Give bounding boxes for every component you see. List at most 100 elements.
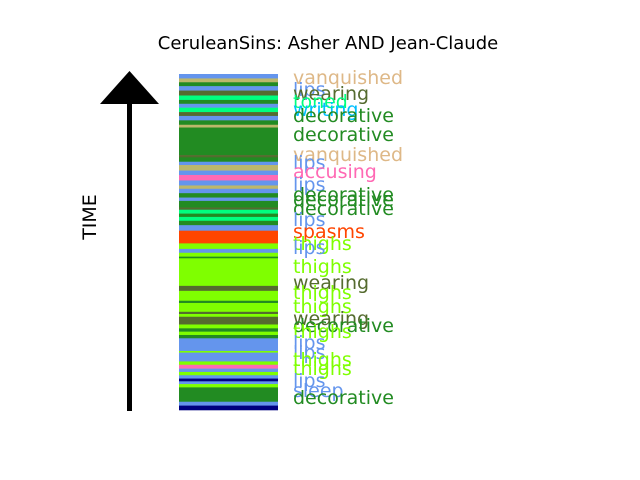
timeline-segment [179, 364, 278, 369]
timeline-segment [179, 225, 278, 231]
timeline-segment [179, 290, 278, 302]
timeline-segment [179, 300, 278, 304]
timeline-segment [179, 378, 278, 382]
timeline-label: decorative [293, 105, 394, 127]
timeline-label: wearing [293, 83, 369, 105]
timeline-label: thighs [293, 233, 352, 255]
timeline-label: sleep [293, 380, 344, 402]
timeline-segment [179, 311, 278, 315]
timeline-segment [179, 170, 278, 176]
timeline-label: vanquished [293, 67, 403, 89]
timeline-label: toned [293, 91, 348, 113]
timeline-segment [179, 99, 278, 105]
timeline-label: wearing [293, 272, 369, 294]
timeline-segment [179, 112, 278, 117]
timeline-segment [179, 161, 278, 166]
timeline-segment [179, 352, 278, 362]
time-arrow-head [100, 71, 159, 104]
timeline-label: thighs [293, 296, 352, 318]
timeline-label: decorative [293, 189, 394, 211]
chart-title: CeruleanSins: Asher AND Jean-Claude [158, 33, 498, 54]
timeline-label: decorative [293, 387, 394, 409]
timeline-segment [179, 302, 278, 313]
timeline-segment [179, 157, 278, 163]
timeline-segment [179, 188, 278, 194]
timeline-segment [179, 285, 278, 292]
timeline-label: accusing [293, 161, 377, 183]
timeline-label: lips [293, 237, 326, 259]
time-axis-label: TIME [79, 194, 101, 241]
timeline-segment [179, 165, 278, 171]
timeline-label: lips [293, 152, 326, 174]
timeline-segment [179, 90, 278, 96]
timeline-segment [179, 95, 278, 101]
timeline-label: vanquished [293, 144, 403, 166]
timeline-segment [179, 331, 278, 336]
timeline-segment [179, 334, 278, 339]
timeline-segment [179, 371, 278, 376]
timeline-segment [179, 197, 278, 202]
timeline-segment [179, 248, 278, 254]
timeline-segment [179, 200, 278, 208]
timeline-label: wearing [293, 308, 369, 330]
timeline-segment [179, 314, 278, 318]
timeline-segment [179, 405, 278, 411]
timeline-segment [179, 316, 278, 325]
timeline-segment [179, 220, 278, 226]
timeline-segment [179, 127, 278, 156]
timeline-labels: vanquishedlipswearingtonedwritingdecorat… [293, 67, 403, 409]
timeline-segment [179, 120, 278, 126]
timeline-segment [179, 401, 278, 406]
timeline-segment [179, 381, 278, 385]
timeline-segment [179, 180, 278, 186]
timeline-segment [179, 103, 278, 108]
timeline-segment [179, 252, 278, 257]
timeline-segment [179, 328, 278, 332]
timeline-label: decorative [293, 315, 394, 337]
timeline-label: decorative [293, 198, 394, 220]
timeline-segment [179, 375, 278, 379]
timeline-segment [179, 124, 278, 128]
timeline-segment [179, 213, 278, 218]
timeline-label: thighs [293, 358, 352, 380]
timeline-label: lips [293, 209, 326, 231]
timeline-segment [179, 78, 278, 83]
timeline-label: lips [293, 342, 326, 364]
timeline-label: spasms [293, 221, 365, 243]
timeline-segment [179, 324, 278, 329]
time-axis: TIME [79, 71, 159, 411]
timeline-label: lips [293, 174, 326, 196]
timeline-segment [179, 185, 278, 190]
timeline-segment [179, 361, 278, 366]
timeline-segment [179, 86, 278, 91]
timeline-segment [179, 174, 278, 181]
timeline-segment [179, 256, 278, 259]
timeline-segment [179, 243, 278, 250]
timeline-segment [179, 258, 278, 287]
timeline-segment [179, 107, 278, 113]
timeline-segment [179, 384, 278, 388]
timeline-segment [179, 74, 278, 79]
timeline-label: lips [293, 332, 326, 354]
timeline-label: decorative [293, 124, 394, 146]
timeline-label: writing [293, 99, 358, 121]
timeline-label: thighs [293, 321, 352, 343]
timeline-segment [179, 350, 278, 353]
timeline-label: thighs [293, 256, 352, 278]
timeline-segment [179, 155, 278, 158]
timeline-segment [179, 115, 278, 121]
timeline-segment [179, 207, 278, 211]
timeline-bar [179, 74, 278, 411]
timeline-segment [179, 193, 278, 198]
timeline-label: decorative [293, 184, 394, 206]
timeline-label: lips [293, 370, 326, 392]
timeline-segment [179, 368, 278, 373]
timeline-segment [179, 387, 278, 403]
timeline-segment [179, 82, 278, 87]
timeline-label: lips [293, 79, 326, 101]
timeline-segment [179, 209, 278, 214]
timeline-segment [179, 230, 278, 244]
timeline-label: thighs [293, 349, 352, 371]
timeline-segment [179, 216, 278, 222]
